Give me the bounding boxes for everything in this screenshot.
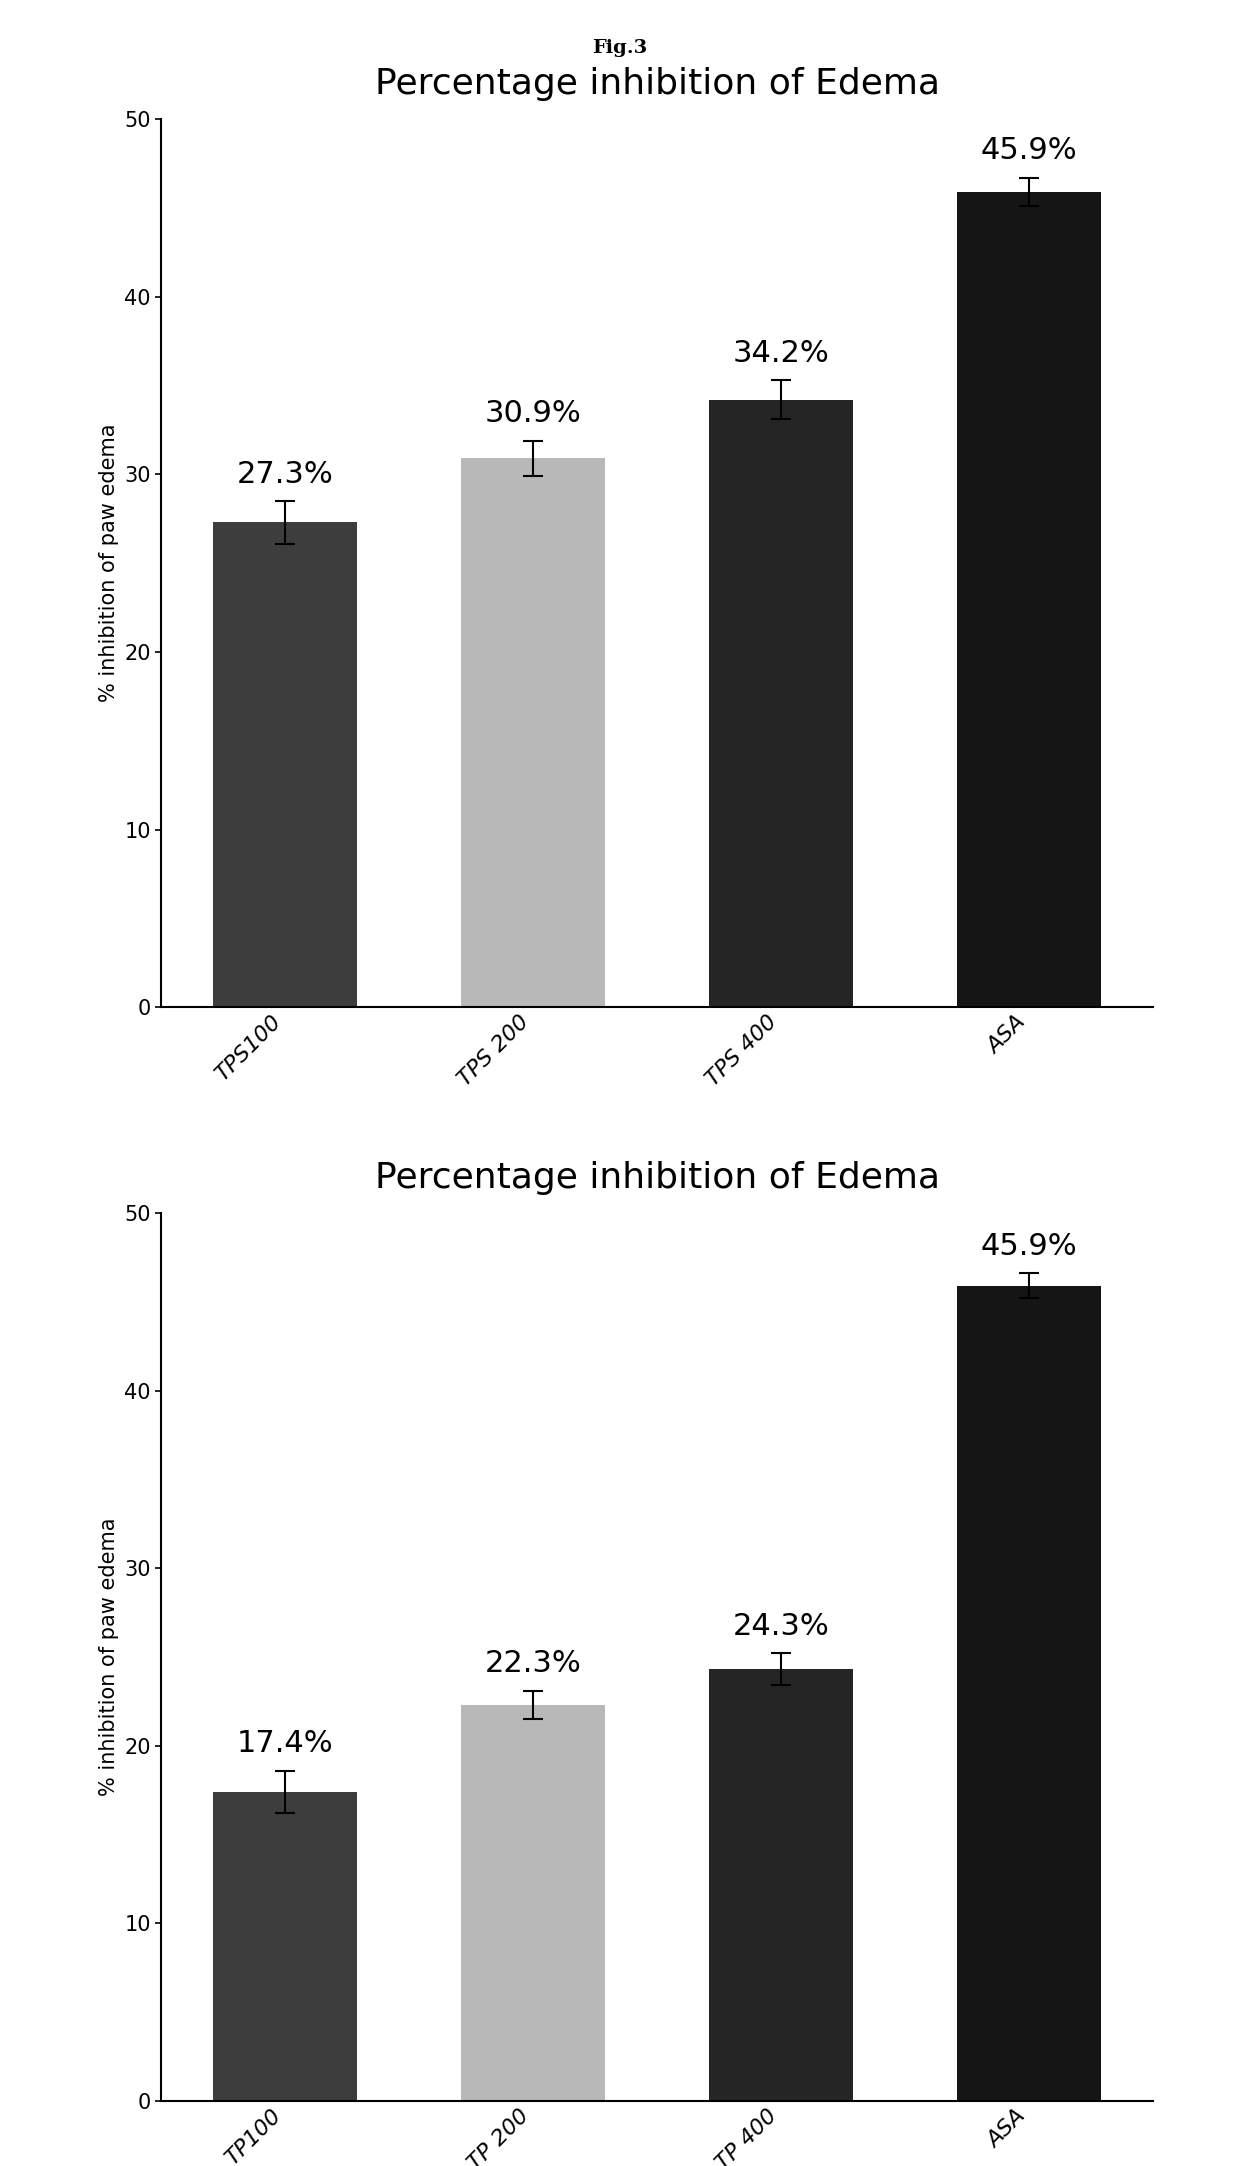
Text: Fig.3: Fig.3 <box>593 39 647 56</box>
Bar <box>957 193 1101 1007</box>
Bar <box>461 459 605 1007</box>
Text: 24.3%: 24.3% <box>733 1612 830 1642</box>
Text: 30.9%: 30.9% <box>485 399 582 429</box>
Bar <box>709 401 853 1007</box>
Bar <box>461 1705 605 2101</box>
Bar <box>709 1670 853 2101</box>
Text: 45.9%: 45.9% <box>981 136 1078 165</box>
Title: Percentage inhibition of Edema: Percentage inhibition of Edema <box>374 67 940 102</box>
Text: 22.3%: 22.3% <box>485 1648 582 1679</box>
Y-axis label: % inhibition of paw edema: % inhibition of paw edema <box>99 425 119 702</box>
Text: 45.9%: 45.9% <box>981 1232 1078 1261</box>
Bar <box>957 1287 1101 2101</box>
Y-axis label: % inhibition of paw edema: % inhibition of paw edema <box>99 1518 119 1796</box>
Bar <box>213 522 357 1007</box>
Text: 27.3%: 27.3% <box>237 459 334 490</box>
Text: 17.4%: 17.4% <box>237 1728 334 1759</box>
Bar <box>213 1791 357 2101</box>
Text: 34.2%: 34.2% <box>733 338 830 368</box>
Title: Percentage inhibition of Edema: Percentage inhibition of Edema <box>374 1161 940 1196</box>
